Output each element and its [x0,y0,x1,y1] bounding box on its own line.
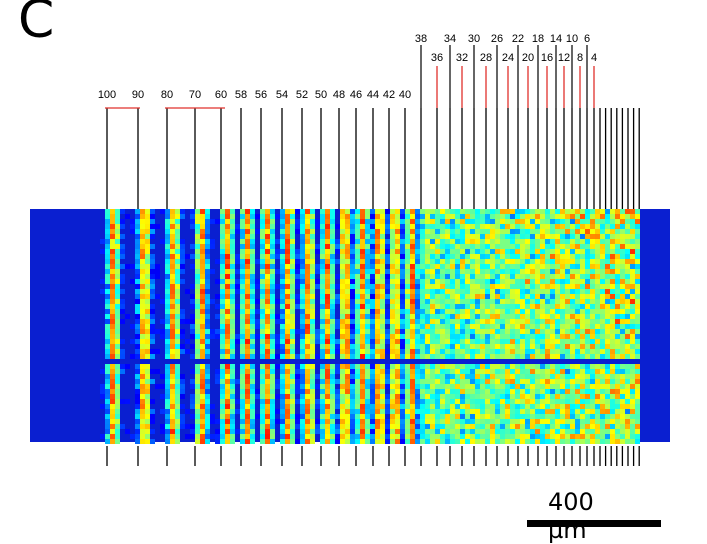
fluorescence-heatmap [30,209,670,444]
spacing-label: 80 [161,89,173,101]
spacing-label: 32 [456,52,468,64]
spacing-label: 26 [491,33,503,45]
spacing-label: 24 [502,52,514,64]
spacing-label: 22 [512,33,524,45]
spacing-label: 18 [532,33,544,45]
spacing-label: 46 [350,89,362,101]
spacing-label: 42 [383,89,395,101]
spacing-label: 4 [591,52,597,64]
spacing-label: 10 [566,33,578,45]
spacing-label: 38 [415,33,427,45]
spacing-label: 44 [367,89,379,101]
panel-label: C [18,0,55,50]
spacing-label: 20 [522,52,534,64]
spacing-label: 54 [276,89,288,101]
spacing-label: 12 [558,52,570,64]
scale-bar-label: 400 µm [548,488,594,544]
spacing-label: 6 [584,33,590,45]
spacing-label: 40 [399,89,411,101]
spacing-label: 48 [333,89,345,101]
scale-bar [527,520,661,527]
spacing-label: 56 [255,89,267,101]
spacing-label: 28 [480,52,492,64]
spacing-label: 70 [189,89,201,101]
spacing-label: 90 [132,89,144,101]
spacing-label: 50 [315,89,327,101]
spacing-label: 14 [550,33,562,45]
spacing-label: 36 [431,52,443,64]
spacing-label: 8 [577,52,583,64]
spacing-label: 16 [541,52,553,64]
spacing-label: 100 [98,89,116,101]
spacing-label: 58 [235,89,247,101]
spacing-label: 52 [296,89,308,101]
spacing-label: 34 [444,33,456,45]
spacing-label: 30 [468,33,480,45]
spacing-label: 60 [215,89,227,101]
